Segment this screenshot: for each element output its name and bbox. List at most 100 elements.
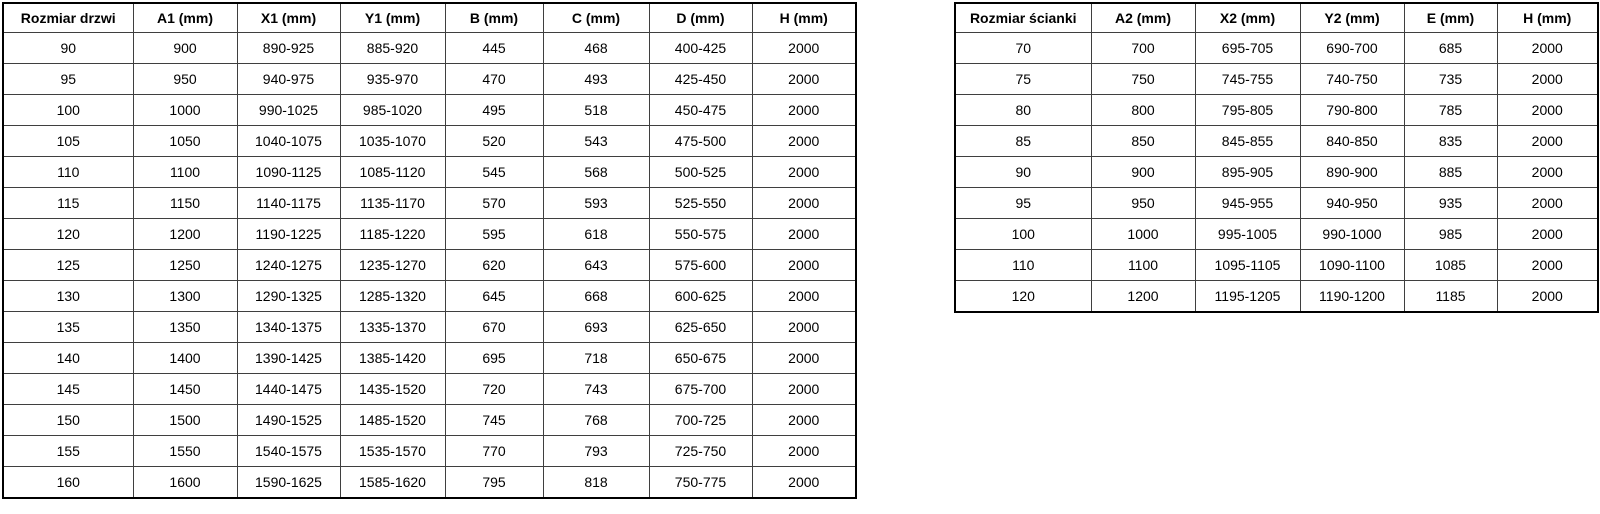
table-cell: 1085-1120 — [339, 156, 446, 188]
table-row: 90 900 890-925 885-920 445 468 400-425 2000 — [2, 32, 857, 64]
table-cell: 2000 — [1496, 125, 1599, 157]
table-cell: 1090-1125 — [236, 156, 341, 188]
table-cell: 935-970 — [339, 63, 446, 95]
table-row: 130 1300 1290-1325 1285-1320 645 668 600-625 20… — [2, 280, 857, 312]
table-cell: 693 — [542, 311, 650, 343]
table-cell: 2000 — [1496, 218, 1599, 250]
table-cell: 70 — [954, 32, 1092, 64]
table-row: 135 1350 1340-1375 1335-1370 670 693 625-650 20… — [2, 311, 857, 343]
table-cell: 595 — [444, 218, 544, 250]
table-cell: 520 — [444, 125, 544, 157]
table-cell: 1000 — [132, 94, 238, 126]
table-cell: 550-575 — [648, 218, 753, 250]
table-cell: 115 — [2, 187, 134, 219]
table-cell: 2000 — [751, 466, 857, 499]
table-cell: 1000 — [1090, 218, 1196, 250]
table-row: 100 1000 990-1025 985-1020 495 518 450-475 2000 — [2, 94, 857, 126]
table-cell: 900 — [132, 32, 238, 64]
table-cell: 840-850 — [1299, 125, 1405, 157]
table-cell: 160 — [2, 466, 134, 499]
table-cell: 735 — [1403, 63, 1498, 95]
table-cell: 1200 — [1090, 280, 1196, 313]
table-cell: 475-500 — [648, 125, 753, 157]
table-cell: 850 — [1090, 125, 1196, 157]
table-cell: 795-805 — [1194, 94, 1301, 126]
table-cell: 2000 — [1496, 249, 1599, 281]
table-cell: 1335-1370 — [339, 311, 446, 343]
table-cell: 885-920 — [339, 32, 446, 64]
table-row: 100 1000 995-1005 990-1000 985 2000 — [954, 218, 1599, 250]
table-cell: 2000 — [1496, 63, 1599, 95]
table-header-row: Rozmiar ścianki A2 (mm) X2 (mm) Y2 (mm) E (m… — [954, 2, 1599, 33]
table-cell: 618 — [542, 218, 650, 250]
column-header: Rozmiar ścianki — [954, 2, 1092, 33]
table-cell: 1235-1270 — [339, 249, 446, 281]
table-cell: 985-1020 — [339, 94, 446, 126]
table-cell: 1540-1575 — [236, 435, 341, 467]
table-cell: 518 — [542, 94, 650, 126]
table-cell: 1350 — [132, 311, 238, 343]
table-cell: 650-675 — [648, 342, 753, 374]
table-cell: 600-625 — [648, 280, 753, 312]
table-cell: 85 — [954, 125, 1092, 157]
table-header-row: Rozmiar drzwi A1 (mm) X1 (mm) Y1 (mm) B (mm)… — [2, 2, 857, 33]
table-cell: 895-905 — [1194, 156, 1301, 188]
table-cell: 2000 — [751, 280, 857, 312]
table-cell: 2000 — [751, 404, 857, 436]
column-header: X1 (mm) — [236, 2, 341, 33]
table-cell: 2000 — [1496, 187, 1599, 219]
table-cell: 900 — [1090, 156, 1196, 188]
table-cell: 750 — [1090, 63, 1196, 95]
table-cell: 995-1005 — [1194, 218, 1301, 250]
table-cell: 2000 — [1496, 280, 1599, 313]
table-cell: 1195-1205 — [1194, 280, 1301, 313]
table-cell: 1400 — [132, 342, 238, 374]
table-cell: 745 — [444, 404, 544, 436]
table-cell: 1100 — [1090, 249, 1196, 281]
table-cell: 2000 — [751, 311, 857, 343]
table-cell: 793 — [542, 435, 650, 467]
table-cell: 105 — [2, 125, 134, 157]
table-cell: 1535-1570 — [339, 435, 446, 467]
table-cell: 1300 — [132, 280, 238, 312]
table-cell: 100 — [2, 94, 134, 126]
table-cell: 890-925 — [236, 32, 341, 64]
table-cell: 1185 — [1403, 280, 1498, 313]
table-cell: 2000 — [751, 435, 857, 467]
table-cell: 690-700 — [1299, 32, 1405, 64]
table-cell: 1040-1075 — [236, 125, 341, 157]
column-header: E (mm) — [1403, 2, 1498, 33]
table-row: 80 800 795-805 790-800 785 2000 — [954, 94, 1599, 126]
table-cell: 818 — [542, 466, 650, 499]
column-header: Y2 (mm) — [1299, 2, 1405, 33]
table-cell: 1485-1520 — [339, 404, 446, 436]
table-cell: 845-855 — [1194, 125, 1301, 157]
column-header: Y1 (mm) — [339, 2, 446, 33]
table-cell: 768 — [542, 404, 650, 436]
column-header: A2 (mm) — [1090, 2, 1196, 33]
table-cell: 685 — [1403, 32, 1498, 64]
table-cell: 745-755 — [1194, 63, 1301, 95]
table-cell: 450-475 — [648, 94, 753, 126]
table-row: 95 950 940-975 935-970 470 493 425-450 2000 — [2, 63, 857, 95]
table-cell: 1285-1320 — [339, 280, 446, 312]
table-cell: 543 — [542, 125, 650, 157]
table-cell: 1600 — [132, 466, 238, 499]
table-cell: 525-550 — [648, 187, 753, 219]
table-cell: 1435-1520 — [339, 373, 446, 405]
table-cell: 445 — [444, 32, 544, 64]
table-cell: 468 — [542, 32, 650, 64]
table-cell: 90 — [2, 32, 134, 64]
door-size-table: Rozmiar drzwi A1 (mm) X1 (mm) Y1 (mm) B (mm)… — [2, 2, 857, 499]
table-cell: 575-600 — [648, 249, 753, 281]
table-row: 120 1200 1195-1205 1190-1200 1185 2000 — [954, 280, 1599, 313]
table-row: 115 1150 1140-1175 1135-1170 570 593 525-550 20… — [2, 187, 857, 219]
table-cell: 140 — [2, 342, 134, 374]
table-row: 70 700 695-705 690-700 685 2000 — [954, 32, 1599, 64]
table-cell: 720 — [444, 373, 544, 405]
table-cell: 750-775 — [648, 466, 753, 499]
table-cell: 990-1025 — [236, 94, 341, 126]
table-cell: 425-450 — [648, 63, 753, 95]
table-cell: 135 — [2, 311, 134, 343]
table-cell: 110 — [954, 249, 1092, 281]
